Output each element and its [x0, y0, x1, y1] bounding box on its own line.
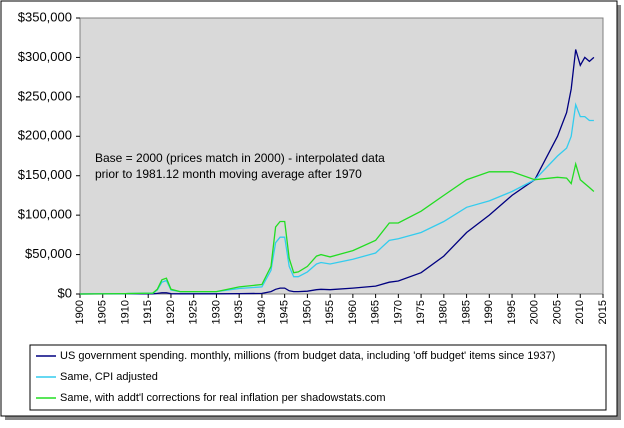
y-tick-label: $100,000 [18, 207, 72, 222]
x-tick-label: 1915 [142, 300, 154, 324]
legend [29, 344, 607, 411]
y-tick-label: $250,000 [18, 88, 72, 103]
legend-label: Same, with addt'l corrections for real i… [60, 392, 386, 404]
x-tick-label: 1900 [74, 300, 86, 324]
x-tick-label: 1910 [119, 300, 131, 324]
x-tick-label: 1945 [279, 300, 291, 324]
plot-area [79, 17, 604, 295]
x-tick-label: 1920 [165, 300, 177, 324]
x-tick-label: 2000 [529, 300, 541, 324]
x-tick-label: 2010 [574, 300, 586, 324]
x-tick-label: 1990 [483, 300, 495, 324]
y-tick-label: $200,000 [18, 128, 72, 143]
x-tick-label: 1950 [301, 300, 313, 324]
x-tick-label: 1975 [415, 300, 427, 324]
legend-label: Same, CPI adjusted [60, 371, 158, 383]
x-tick-label: 1940 [256, 300, 268, 324]
legend-label: US government spending. monthly, million… [60, 350, 555, 362]
x-tick-label: 1925 [188, 300, 200, 324]
x-tick-label: 1955 [324, 300, 336, 324]
y-tick-label: $300,000 [18, 49, 72, 64]
x-tick-label: 2005 [551, 300, 563, 324]
x-tick-label: 1960 [347, 300, 359, 324]
y-tick-label: $0 [58, 285, 72, 300]
x-tick-label: 1935 [233, 300, 245, 324]
series-line [79, 161, 595, 295]
x-tick-label: 1995 [506, 300, 518, 324]
x-tick-label: 1930 [210, 300, 222, 324]
annotation: Base = 2000 (prices match in 2000) - int… [95, 151, 385, 165]
annotation: prior to 1981.12 month moving average af… [95, 167, 362, 181]
x-tick-label: 2015 [597, 300, 609, 324]
y-tick-label: $350,000 [18, 9, 72, 24]
x-tick-label: 1985 [460, 300, 472, 324]
y-tick-label: $50,000 [25, 246, 72, 261]
series-line [79, 49, 595, 295]
x-tick-label: 1970 [392, 300, 404, 324]
x-tick-label: 1980 [438, 300, 450, 324]
y-tick-label: $150,000 [18, 167, 72, 182]
x-tick-label: 1905 [97, 300, 109, 324]
x-tick-label: 1965 [370, 300, 382, 324]
